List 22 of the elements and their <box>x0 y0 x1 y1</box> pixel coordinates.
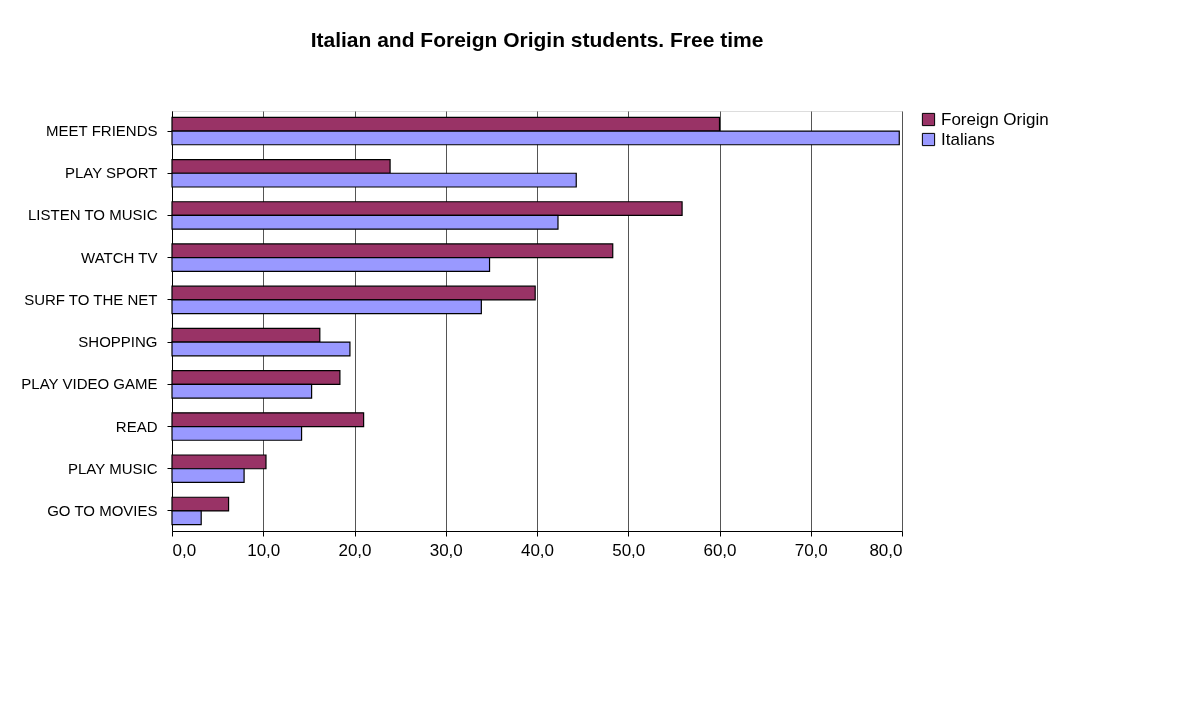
x-tick-label: 60,0 <box>703 540 737 560</box>
x-tick-label: 70,0 <box>794 540 828 560</box>
chart-title: Italian and Foreign Origin students. Free time <box>310 28 764 51</box>
legend-label: Italians <box>941 129 995 149</box>
x-tick-label: 30,0 <box>429 540 463 560</box>
y-tick-label: PLAY MUSIC <box>68 459 158 477</box>
y-tick-label: MEET FRIENDS <box>46 122 158 140</box>
y-tick-label: SURF TO THE NET <box>24 290 158 308</box>
y-tick-label: READ <box>115 417 158 435</box>
x-tick-label: 80,0 <box>869 540 903 560</box>
y-tick-label: GO TO MOVIES <box>47 501 158 519</box>
y-tick-label: PLAY SPORT <box>64 164 158 182</box>
x-tick-label: 20,0 <box>338 540 372 560</box>
y-tick-label: WATCH TV <box>81 248 158 266</box>
x-tick-label: 10,0 <box>247 540 281 560</box>
legend-label: Foreign Origin <box>941 109 1049 129</box>
x-tick-label: 0,0 <box>172 540 197 560</box>
y-tick-label: SHOPPING <box>78 333 158 351</box>
y-tick-label: PLAY VIDEO GAME <box>21 375 158 393</box>
y-tick-label: LISTEN TO MUSIC <box>28 206 158 224</box>
x-tick-label: 50,0 <box>612 540 646 560</box>
x-tick-label: 40,0 <box>520 540 555 560</box>
